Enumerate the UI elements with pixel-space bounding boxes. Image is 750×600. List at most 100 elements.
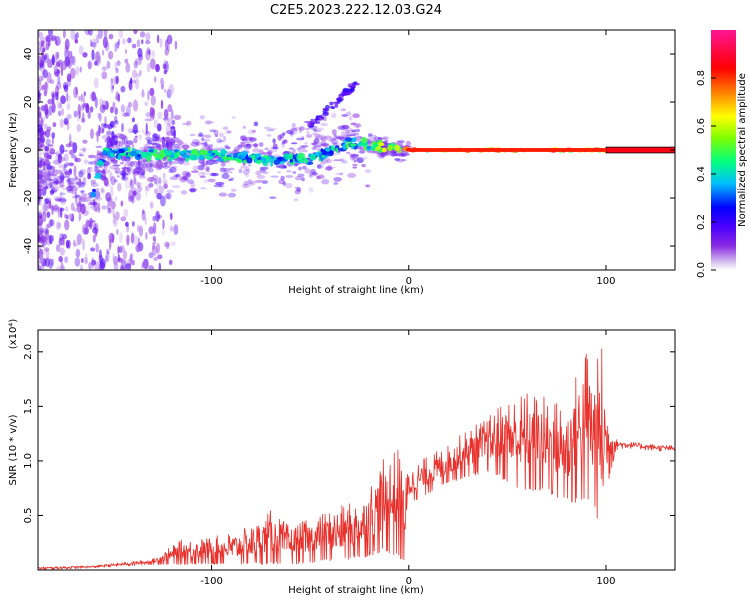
spectrogram-noise: [166, 34, 173, 45]
spectrogram-noise: [66, 102, 71, 110]
spectrogram-spread: [312, 132, 318, 136]
spectrogram-branch: [334, 103, 339, 108]
spectrogram-branch: [336, 99, 341, 105]
spectrogram-noise: [109, 171, 113, 181]
spectrogram-noise: [145, 186, 148, 197]
spectrogram-spread: [106, 130, 113, 136]
spectrogram-ridge-cell: [182, 154, 190, 158]
spectrogram-noise: [115, 144, 121, 149]
spectrogram-noise: [131, 259, 135, 266]
spectrogram-spread: [57, 198, 67, 203]
spectrogram-spread: [311, 142, 317, 146]
spectrogram-spread: [214, 134, 219, 138]
spectrogram-spread: [221, 173, 230, 180]
spectrogram-spread: [379, 137, 388, 140]
spectrogram-spread: [366, 138, 374, 143]
spectrogram-noise: [146, 62, 151, 73]
spectrogram-spread: [38, 179, 43, 183]
spectrogram-spread: [291, 128, 299, 131]
colorbar-tick-label: 0.0: [696, 262, 707, 278]
spectrogram-spread: [218, 132, 224, 138]
spectrogram-spread: [240, 135, 247, 141]
spectrogram-noise: [94, 60, 98, 66]
spectrogram-spread: [173, 174, 179, 178]
spectrogram-spread: [291, 126, 301, 130]
spectrogram-noise: [137, 159, 141, 166]
spectrogram-noise: [157, 254, 163, 260]
spectrogram-noise: [130, 178, 133, 186]
spectrogram-ridge-cell: [345, 137, 353, 142]
spectrogram-spread: [223, 145, 228, 149]
spectrogram-spread: [47, 176, 53, 180]
spectrogram-noise: [116, 60, 121, 67]
spectrogram-noise: [108, 200, 112, 207]
spectrogram-spread: [406, 140, 411, 146]
spectrogram-ridge-cell: [205, 156, 214, 160]
spectrogram-spread: [332, 142, 341, 147]
spectrogram-spread: [131, 143, 135, 148]
spectrogram-spread: [314, 133, 321, 139]
spectrogram-spread: [305, 127, 310, 131]
spectrogram-noise: [131, 221, 135, 227]
spectrogram-spread: [38, 164, 44, 168]
spectrogram-spread: [186, 120, 192, 126]
spectrogram-noise: [120, 85, 126, 93]
spectrogram-spread: [138, 134, 142, 141]
spectrogram-image: [38, 30, 675, 270]
spectrogram-ridge-cell: [102, 149, 107, 156]
spectrogram-spread: [382, 136, 389, 140]
spectrogram-spread: [38, 170, 42, 173]
spectrogram-noise: [44, 174, 49, 181]
spectrogram-spread: [204, 141, 208, 147]
spectrogram-spread: [277, 171, 281, 174]
spectrogram-spread: [52, 208, 61, 213]
spectrogram-spread: [245, 139, 254, 144]
spectrogram-noise: [50, 35, 57, 41]
spectrogram-noise: [106, 251, 110, 263]
spectrogram-noise: [120, 104, 125, 113]
spectrogram-ridge-cell: [377, 142, 385, 147]
spectrogram-noise: [57, 154, 63, 164]
spectrogram-spread: [90, 182, 99, 188]
spectrogram-spread: [247, 179, 253, 185]
spectrogram-noise: [165, 242, 170, 250]
spectrogram-spread: [248, 182, 254, 187]
spectrogram-noise: [157, 123, 162, 132]
spectrogram-spread: [206, 165, 210, 170]
spectrogram-noise: [119, 245, 125, 253]
colorbar-tick-label: 0.4: [696, 166, 707, 182]
spectrogram-spread: [182, 175, 188, 181]
spectrogram-spread: [38, 185, 43, 188]
spectrogram-ridge-cell: [324, 153, 332, 157]
spectrogram-noise: [45, 202, 49, 212]
spectrogram-spread: [272, 138, 276, 144]
spectrogram-noise: [112, 212, 115, 218]
spectrogram-spread: [223, 170, 229, 175]
spectrogram-noise: [154, 188, 159, 195]
spectrogram-noise: [144, 101, 149, 107]
spectrogram-noise: [78, 45, 84, 55]
spectrogram-ridge-cell: [270, 159, 274, 167]
spectrogram-spread: [101, 135, 111, 140]
spectrogram-noise: [116, 41, 120, 49]
spectrogram-spread: [321, 139, 326, 146]
spectrogram-spread: [270, 175, 279, 178]
spectrogram-spread: [118, 134, 126, 140]
spectrogram-noise: [135, 191, 141, 201]
spectrogram-spread: [185, 172, 191, 178]
spectrogram-spread: [341, 160, 348, 164]
spectrogram-spread: [59, 192, 66, 196]
spectrogram-noise: [94, 228, 98, 237]
spectrogram-noise: [101, 66, 107, 71]
spectrogram-spread: [211, 159, 217, 163]
spectrogram-noise: [73, 239, 76, 247]
spectrogram-noise: [137, 47, 143, 58]
spectrogram-noise: [50, 179, 55, 185]
spectrogram-noise: [44, 229, 49, 235]
spectrogram-x-tick-label: -100: [200, 276, 223, 287]
spectrogram-ridge-cell: [297, 152, 305, 160]
snr-panel: -100 0 100 0.5 1.0 1.5 2.0 Height of straight…: [8, 319, 676, 596]
spectrogram-spread: [104, 138, 113, 143]
spectrogram-spread: [218, 192, 228, 197]
snr-x-tick-label: 0: [406, 576, 412, 587]
